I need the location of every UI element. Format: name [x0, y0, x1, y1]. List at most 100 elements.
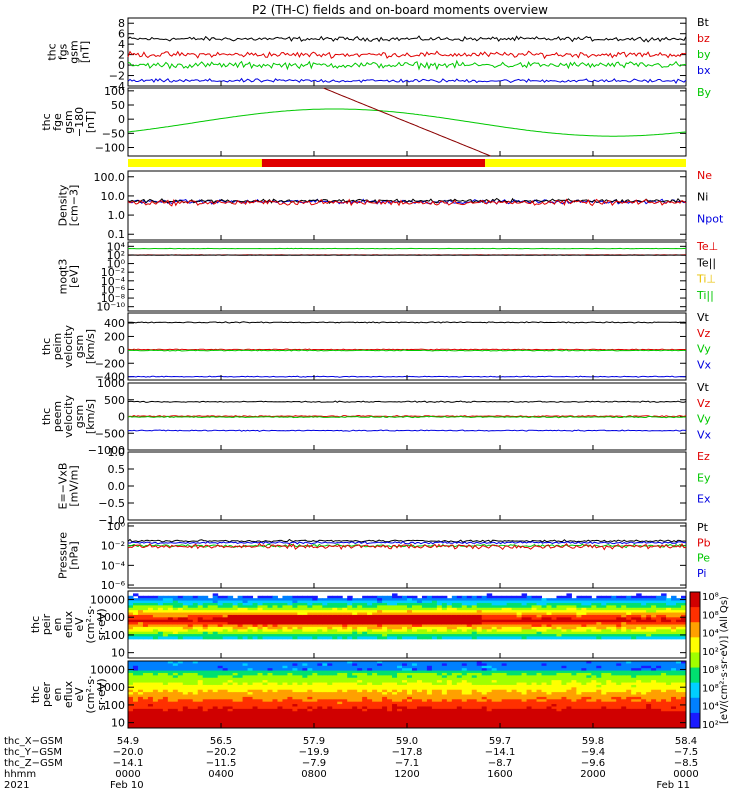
- heatmap-cell: [172, 720, 179, 724]
- heatmap-cell: [237, 694, 244, 698]
- heatmap-cell: [167, 704, 174, 707]
- heatmap-cell: [402, 699, 408, 703]
- heatmap-cell: [486, 602, 493, 606]
- heatmap-cell: [132, 610, 139, 614]
- heatmap-cell: [571, 663, 577, 667]
- heatmap-cell: [312, 672, 318, 676]
- heatmap-cell: [297, 708, 303, 712]
- heatmap-cell: [212, 634, 219, 637]
- heatmap-cell: [267, 617, 273, 621]
- heatmap-cell: [232, 675, 239, 679]
- heatmap-cell: [247, 711, 254, 715]
- heatmap-cell: [372, 704, 378, 707]
- heatmap-cell: [536, 706, 543, 710]
- legend-entry: bx: [697, 64, 711, 77]
- heatmap-cell: [177, 617, 184, 621]
- heatmap-cell: [302, 619, 308, 623]
- heatmap-cell: [392, 682, 398, 686]
- heatmap-cell: [382, 692, 388, 695]
- heatmap-cell: [297, 631, 303, 635]
- heatmap-cell: [292, 682, 298, 686]
- heatmap-cell: [451, 699, 458, 703]
- heatmap-cell: [451, 713, 458, 717]
- heatmap-cell: [416, 701, 423, 705]
- heatmap-cell: [441, 670, 448, 674]
- heatmap-cell: [486, 631, 493, 635]
- heatmap-cell: [626, 600, 632, 604]
- heatmap-cell: [521, 668, 528, 672]
- heatmap-cell: [327, 624, 333, 628]
- heatmap-cell: [436, 708, 443, 712]
- heatmap-cell: [382, 704, 388, 707]
- heatmap-cell: [337, 701, 343, 705]
- heatmap-cell: [227, 631, 234, 635]
- heatmap-cell: [132, 706, 139, 710]
- heatmap-cell: [247, 622, 254, 625]
- heatmap-cell: [192, 610, 199, 614]
- heatmap-cell: [392, 701, 398, 705]
- heatmap-cell: [656, 634, 662, 637]
- heatmap-cell: [372, 672, 378, 676]
- heatmap-cell: [197, 696, 204, 700]
- heatmap-cell: [481, 624, 488, 628]
- heatmap-cell: [426, 701, 433, 705]
- heatmap-cell: [496, 701, 503, 705]
- heatmap-cell: [342, 605, 348, 609]
- heatmap-cell: [491, 692, 498, 695]
- heatmap-cell: [456, 631, 463, 635]
- heatmap-cell: [446, 607, 453, 611]
- heatmap-cell: [162, 598, 169, 602]
- heatmap-cell: [212, 692, 219, 695]
- heatmap-cell: [317, 629, 323, 633]
- heatmap-cell: [676, 629, 682, 633]
- heatmap-cell: [486, 607, 493, 611]
- heatmap-cell: [471, 701, 478, 705]
- heatmap-cell: [382, 711, 388, 715]
- heatmap-cell: [227, 626, 234, 630]
- heatmap-cell: [531, 624, 538, 628]
- heatmap-cell: [182, 617, 189, 621]
- heatmap-cell: [182, 605, 189, 609]
- heatmap-cell: [496, 699, 503, 703]
- heatmap-cell: [128, 687, 134, 691]
- heatmap-cell: [367, 600, 373, 604]
- heatmap-cell: [272, 602, 278, 606]
- heatmap-cell: [257, 670, 264, 674]
- heatmap-cell: [302, 661, 308, 664]
- heatmap-cell: [426, 720, 433, 724]
- heatmap-cell: [551, 680, 557, 684]
- heatmap-cell: [302, 663, 308, 667]
- heatmap-cell: [546, 614, 552, 618]
- heatmap-cell: [162, 626, 169, 630]
- heatmap-cell: [337, 720, 343, 724]
- heatmap-cell: [167, 711, 174, 715]
- heatmap-cell: [227, 622, 234, 625]
- heatmap-cell: [337, 716, 343, 719]
- heatmap-cell: [521, 619, 528, 623]
- heatmap-cell: [586, 677, 592, 681]
- heatmap-cell: [407, 723, 413, 727]
- heatmap-cell: [481, 634, 488, 637]
- heatmap-cell: [486, 598, 493, 602]
- heatmap-cell: [506, 689, 513, 693]
- heatmap-cell: [172, 699, 179, 703]
- heatmap-cell: [402, 713, 408, 717]
- heatmap-cell: [382, 680, 388, 684]
- heatmap-cell: [137, 689, 144, 693]
- heatmap-cell: [237, 716, 244, 719]
- y-tick-label: 400: [104, 317, 125, 330]
- heatmap-cell: [546, 617, 552, 621]
- heatmap-cell: [357, 692, 363, 695]
- heatmap-cell: [232, 704, 239, 707]
- heatmap-cell: [486, 680, 493, 684]
- heatmap-cell: [402, 602, 408, 606]
- heatmap-cell: [132, 716, 139, 719]
- heatmap-cell: [212, 706, 219, 710]
- heatmap-cell: [536, 720, 543, 724]
- heatmap-cell: [392, 711, 398, 715]
- heatmap-cell: [601, 624, 607, 628]
- heatmap-cell: [416, 602, 423, 606]
- heatmap-cell: [411, 696, 418, 700]
- heatmap-cell: [247, 692, 254, 695]
- heatmap-cell: [387, 706, 393, 710]
